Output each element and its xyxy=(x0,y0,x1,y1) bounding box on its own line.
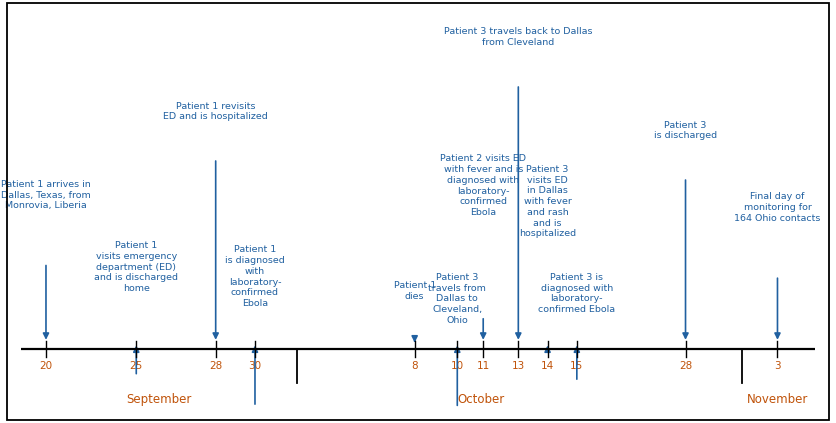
Text: 13: 13 xyxy=(512,361,525,371)
Text: 14: 14 xyxy=(541,361,554,371)
Text: 25: 25 xyxy=(130,361,143,371)
Text: Patient 2 visits ED
with fever and is
diagnosed with
laboratory-
confirmed
Ebola: Patient 2 visits ED with fever and is di… xyxy=(441,154,526,217)
Text: Patient 3 travels back to Dallas
from Cleveland: Patient 3 travels back to Dallas from Cl… xyxy=(444,27,593,47)
Text: 15: 15 xyxy=(570,361,584,371)
Text: Patient 1 revisits
ED and is hospitalized: Patient 1 revisits ED and is hospitalize… xyxy=(163,102,268,121)
Text: Patient 1
visits emergency
department (ED)
and is discharged
home: Patient 1 visits emergency department (E… xyxy=(94,241,178,293)
Text: Patient 1 arrives in
Dallas, Texas, from
Monrovia, Liberia: Patient 1 arrives in Dallas, Texas, from… xyxy=(1,180,91,210)
Text: Patient 3 is
diagnosed with
laboratory-
confirmed Ebola: Patient 3 is diagnosed with laboratory- … xyxy=(538,273,615,314)
Text: September: September xyxy=(126,393,191,407)
Text: 28: 28 xyxy=(679,361,692,371)
Text: Patient 3
visits ED
in Dallas
with fever
and rash
and is
hospitalized: Patient 3 visits ED in Dallas with fever… xyxy=(519,165,576,239)
Text: November: November xyxy=(747,393,808,407)
Text: 28: 28 xyxy=(209,361,222,371)
Text: 30: 30 xyxy=(248,361,262,371)
Text: Final day of
monitoring for
164 Ohio contacts: Final day of monitoring for 164 Ohio con… xyxy=(734,192,821,223)
Text: Patient 1
dies: Patient 1 dies xyxy=(394,281,436,301)
Text: October: October xyxy=(457,393,504,407)
Text: 8: 8 xyxy=(411,361,418,371)
Text: 11: 11 xyxy=(477,361,490,371)
Text: Patient 3
travels from
Dallas to
Cleveland,
Ohio: Patient 3 travels from Dallas to Clevela… xyxy=(428,273,487,325)
Text: 10: 10 xyxy=(451,361,464,371)
Text: 20: 20 xyxy=(39,361,53,371)
Text: Patient 1
is diagnosed
with
laboratory-
confirmed
Ebola: Patient 1 is diagnosed with laboratory- … xyxy=(225,245,285,308)
Text: Patient 3
is discharged: Patient 3 is discharged xyxy=(654,121,717,140)
Text: 3: 3 xyxy=(774,361,781,371)
